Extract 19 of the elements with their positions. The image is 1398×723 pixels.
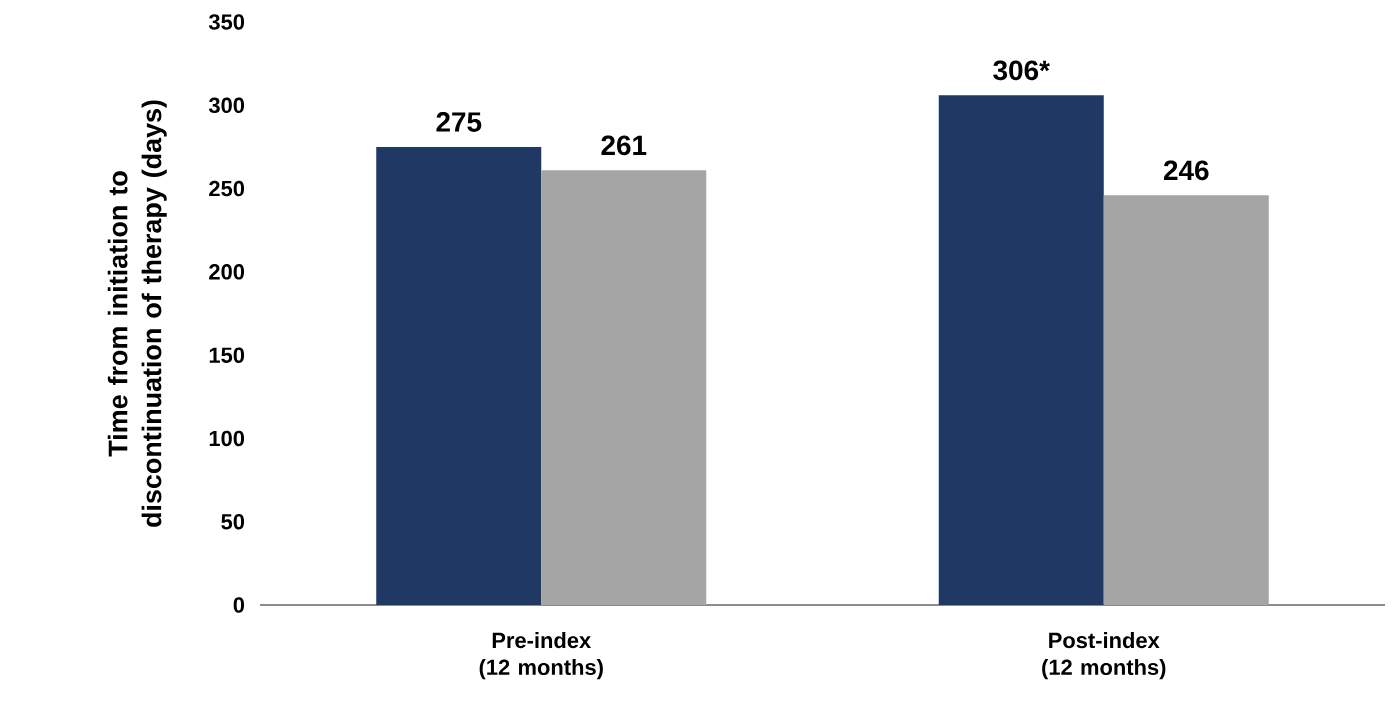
y-tick-label: 0 xyxy=(233,597,245,613)
y-tick-label: 50 xyxy=(221,513,245,530)
data-label: 306* xyxy=(993,60,1050,81)
y-tick-label: 300 xyxy=(208,97,245,114)
bar xyxy=(938,95,1104,605)
y-tick-label: 200 xyxy=(209,264,245,280)
x-tick-label: Pre-index (12 months) xyxy=(479,632,603,680)
bar xyxy=(541,170,707,605)
y-tick-label: 150 xyxy=(209,347,245,363)
y-tick-label: 250 xyxy=(209,180,245,197)
data-label: 261 xyxy=(601,135,647,156)
data-label: 246 xyxy=(1163,160,1209,181)
y-axis-title: Time from initiation to discontinuation of therapy (days) xyxy=(107,100,167,527)
bar xyxy=(1103,195,1269,605)
y-tick-label: 100 xyxy=(209,430,245,447)
data-label: 275 xyxy=(436,112,482,132)
x-tick-label: Post-index (12 months) xyxy=(1042,632,1166,680)
bar xyxy=(376,146,542,605)
y-tick-label: 350 xyxy=(208,14,245,30)
